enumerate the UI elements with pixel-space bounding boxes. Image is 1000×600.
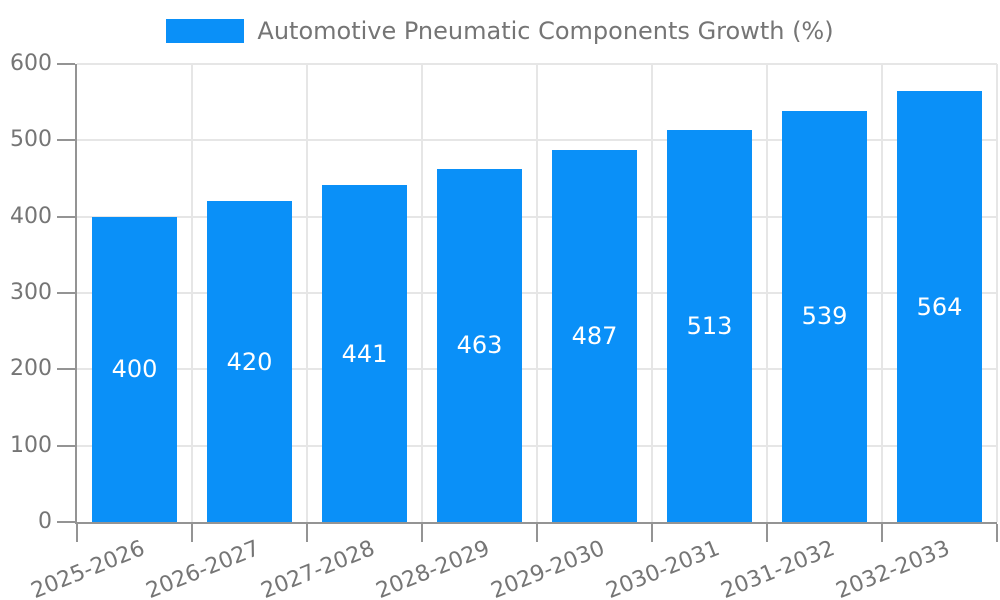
x-tick-mark (766, 524, 768, 542)
bar[interactable]: 400 (92, 216, 177, 522)
y-tick-label: 100 (10, 432, 52, 458)
bar-value-label: 400 (111, 355, 158, 384)
y-tick-label: 400 (10, 203, 52, 229)
x-tick-mark (996, 524, 998, 542)
y-tick-mark (57, 521, 75, 523)
v-gridline (651, 64, 653, 522)
bar[interactable]: 513 (667, 130, 752, 522)
v-gridline (881, 64, 883, 522)
bar[interactable]: 463 (437, 168, 522, 522)
y-tick-mark (57, 292, 75, 294)
bar-value-label: 487 (571, 322, 618, 351)
y-tick-mark (57, 63, 75, 65)
v-gridline (191, 64, 193, 522)
x-tick-mark (651, 524, 653, 542)
x-tick-mark (421, 524, 423, 542)
bar-value-label: 420 (226, 347, 273, 376)
v-gridline (766, 64, 768, 522)
x-tick-mark (191, 524, 193, 542)
y-tick-mark (57, 139, 75, 142)
bar[interactable]: 441 (322, 185, 407, 522)
legend-item[interactable]: Automotive Pneumatic Components Growth (… (166, 17, 834, 45)
bar[interactable]: 564 (897, 91, 982, 522)
plot-area: 400 420 441 463 487 513 539 564 0 100 200 300 400 50… (10, 51, 998, 600)
bar-value-label: 441 (341, 339, 388, 368)
y-tick-mark (57, 215, 75, 218)
v-gridline (421, 64, 423, 522)
y-tick-label: 200 (10, 356, 52, 382)
x-tick-mark (306, 524, 308, 542)
y-tick-mark (57, 444, 75, 447)
y-tick-mark (57, 368, 75, 371)
bar[interactable]: 539 (782, 110, 867, 522)
bar[interactable]: 487 (552, 150, 637, 522)
y-tick-label: 600 (10, 51, 52, 76)
x-tick-mark (76, 524, 78, 542)
x-tick-mark (881, 524, 883, 542)
legend-swatch (166, 19, 245, 43)
bar-value-label: 539 (801, 302, 848, 331)
v-gridline (306, 64, 308, 522)
v-gridline (996, 64, 998, 522)
bar-value-label: 564 (916, 292, 963, 321)
legend-label: Automotive Pneumatic Components Growth (… (257, 17, 834, 45)
legend: Automotive Pneumatic Components Growth (… (0, 17, 1000, 45)
bar[interactable]: 420 (207, 201, 292, 522)
y-tick-label: 500 (10, 127, 52, 153)
y-tick-label: 300 (10, 280, 52, 305)
x-tick-mark (536, 524, 538, 542)
y-tick-label: 0 (38, 509, 52, 534)
bar-value-label: 463 (456, 331, 503, 360)
v-gridline (536, 64, 538, 522)
bar-value-label: 513 (686, 312, 733, 341)
